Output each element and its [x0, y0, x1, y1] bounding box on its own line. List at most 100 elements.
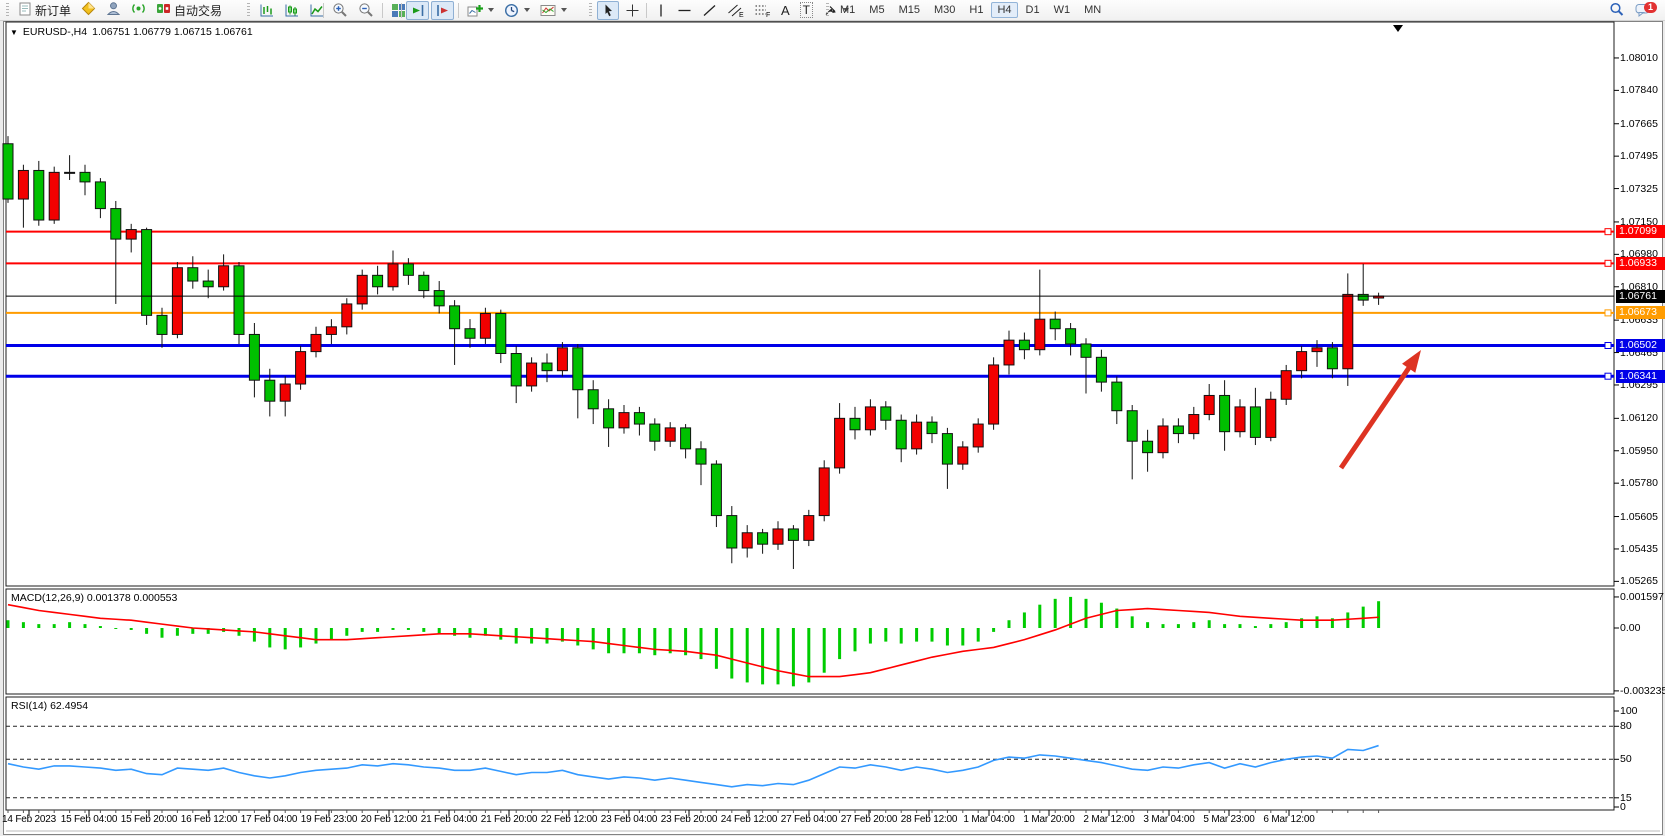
toolbar-drag-handle[interactable] — [6, 3, 9, 17]
candle-body — [864, 406, 876, 431]
candle-body — [372, 274, 384, 288]
notification-badge: 1 — [1644, 1, 1657, 13]
trend-arrow-head — [1402, 350, 1421, 373]
text-button[interactable]: A — [777, 1, 794, 20]
equidistant-channel-icon: E — [728, 4, 744, 18]
arrows-button[interactable] — [819, 1, 853, 20]
candle-body — [757, 532, 769, 545]
channel-button[interactable]: E — [723, 1, 748, 20]
quotes-button[interactable] — [77, 1, 100, 20]
label-tool-icon: T — [799, 2, 814, 18]
candle-body — [248, 333, 260, 381]
candle-body — [988, 364, 1000, 425]
signals-button[interactable] — [127, 1, 150, 20]
toolbar-group-timeframes: M1 M5 M15 M30 H1 H4 D1 W1 MN — [822, 0, 1108, 20]
candle-body — [1126, 410, 1138, 442]
diamond-icon — [81, 1, 96, 19]
rsi-line — [7, 744, 1379, 788]
candle-body — [1342, 293, 1354, 370]
svg-text:F: F — [766, 12, 770, 18]
candle-body — [356, 274, 368, 305]
candle-body — [664, 427, 676, 442]
bar-chart-icon — [260, 4, 273, 16]
candle-body — [834, 417, 846, 469]
toolbar-drag-handle[interactable] — [589, 3, 592, 17]
new-chart-icon — [467, 4, 483, 16]
timeframe-button-m1[interactable]: M1 — [840, 4, 856, 16]
templates-button[interactable] — [536, 1, 571, 20]
candle-body — [1111, 381, 1123, 412]
candle-body — [1095, 356, 1107, 383]
toolbar-group-right: 1 — [1604, 0, 1657, 20]
chart-shift-button[interactable] — [431, 0, 454, 20]
candle-body — [710, 463, 722, 517]
timeframe-button-w1[interactable]: W1 — [1053, 4, 1071, 16]
new-chart-button[interactable] — [463, 1, 498, 20]
timeframe-button-mn[interactable]: MN — [1084, 4, 1102, 16]
timeframe-button-h4[interactable]: H4 — [991, 2, 1018, 18]
candlestick-chart-button[interactable] — [280, 1, 303, 20]
hline-handle-1.06502 — [1604, 341, 1612, 349]
candle-body — [526, 362, 538, 387]
auto-trading-button[interactable]: 自动交易 — [152, 1, 226, 20]
panel-frame-0 — [5, 21, 1615, 587]
candle-body — [618, 412, 630, 429]
periods-button[interactable] — [500, 1, 534, 20]
horizontal-line-button[interactable] — [673, 1, 696, 20]
candle-body — [187, 267, 199, 282]
zoom-in-button[interactable] — [328, 1, 352, 20]
timeframe-button-m5[interactable]: M5 — [869, 4, 885, 16]
candle-body — [479, 312, 491, 339]
auto-scroll-icon — [413, 4, 424, 16]
fibonacci-button[interactable]: F — [750, 1, 775, 20]
candle-body — [1172, 425, 1184, 435]
auto-scroll-button[interactable] — [406, 0, 429, 20]
candle-body — [556, 347, 568, 372]
zoom-out-button[interactable] — [354, 1, 378, 20]
line-chart-button[interactable] — [305, 1, 328, 20]
timeframe-button-m30[interactable]: M30 — [933, 4, 956, 16]
notifications-button[interactable]: 1 — [1631, 1, 1657, 20]
candle-body — [218, 265, 230, 288]
cursor-arrow-icon — [605, 4, 612, 16]
text-label-button[interactable]: T — [796, 1, 817, 20]
candle-body — [17, 169, 29, 200]
hline-handle-1.06933 — [1604, 259, 1612, 267]
auto-trading-icon — [156, 1, 171, 19]
candle-body — [572, 347, 584, 391]
new-order-button[interactable]: 新订单 — [14, 1, 75, 20]
toolbar-separator — [646, 2, 647, 18]
candlestick-chart-icon — [285, 4, 298, 16]
candle-body — [649, 423, 661, 442]
toolbar-separator — [323, 2, 324, 18]
dropdown-caret-icon — [843, 8, 850, 12]
crosshair-button[interactable] — [621, 1, 644, 20]
candle-body — [587, 389, 599, 410]
timeframe-button-h1[interactable]: H1 — [969, 4, 984, 16]
search-button[interactable] — [1605, 1, 1629, 20]
candle-body — [449, 305, 461, 330]
cursor-button[interactable] — [597, 0, 619, 20]
profile-button[interactable] — [102, 1, 125, 20]
toolbar-drag-handle[interactable] — [247, 3, 250, 17]
candle-body — [803, 515, 815, 541]
candle-body — [510, 353, 522, 387]
toolbar-group-objects: E F A T — [643, 0, 854, 20]
timeframe-button-m15[interactable]: M15 — [898, 4, 920, 16]
candle-body — [1065, 328, 1077, 345]
candle-body — [972, 423, 984, 448]
candle-body — [1003, 339, 1015, 366]
tile-windows-button[interactable] — [387, 1, 410, 20]
bar-chart-button[interactable] — [255, 1, 278, 20]
toolbar-group-standard: 新订单 自动交易 — [2, 0, 227, 20]
toolbar-drag-handle[interactable] — [826, 3, 829, 17]
toolbar-separator — [401, 2, 402, 18]
trendline-icon — [703, 4, 716, 16]
toolbar-separator — [382, 2, 383, 18]
vertical-line-button[interactable] — [651, 1, 671, 20]
trendline-button[interactable] — [698, 1, 721, 20]
candle-body — [941, 433, 953, 465]
timeframe-button-d1[interactable]: D1 — [1025, 4, 1040, 16]
candle-body — [171, 267, 183, 335]
